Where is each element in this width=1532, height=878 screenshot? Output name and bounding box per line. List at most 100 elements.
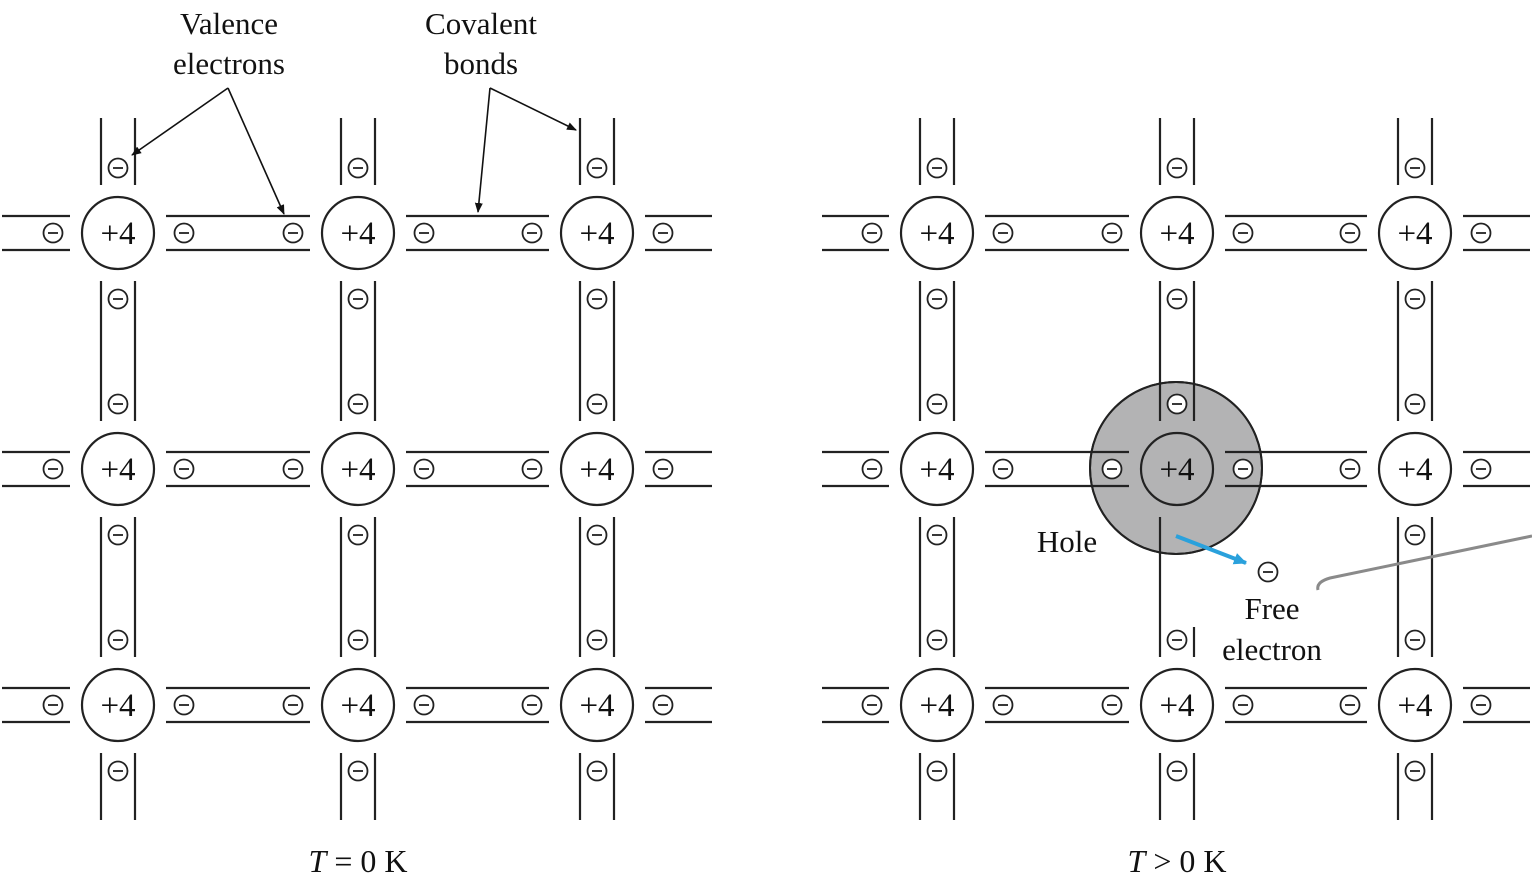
valence-electron bbox=[1166, 629, 1188, 651]
covalent-bond bbox=[2, 214, 70, 252]
silicon-atom: +4 bbox=[1377, 195, 1453, 271]
valence-electron bbox=[107, 157, 129, 179]
silicon-atom: +4 bbox=[559, 195, 635, 271]
valence-electron bbox=[586, 524, 608, 546]
valence-electron bbox=[1404, 393, 1426, 415]
covalent-bond bbox=[985, 450, 1129, 488]
covalent-bond bbox=[645, 686, 712, 724]
valence-electron bbox=[926, 760, 948, 782]
silicon-atom: +4 bbox=[1377, 667, 1453, 743]
valence-electron bbox=[926, 157, 948, 179]
valence-electron bbox=[652, 458, 674, 480]
valence-electron bbox=[347, 393, 369, 415]
valence-electron bbox=[1470, 222, 1492, 244]
covalent-bond bbox=[578, 118, 616, 185]
covalent-bond bbox=[645, 214, 712, 252]
silicon-atom: +4 bbox=[1377, 431, 1453, 507]
covalent-bond bbox=[822, 214, 889, 252]
atom-charge-label: +4 bbox=[100, 216, 135, 252]
valence-electron bbox=[173, 458, 195, 480]
atom-charge-label: +4 bbox=[579, 688, 614, 724]
caption-left: T = 0 K bbox=[309, 843, 408, 878]
atom-charge-label: +4 bbox=[579, 216, 614, 252]
covalent-bond bbox=[1463, 450, 1530, 488]
valence-electron bbox=[992, 694, 1014, 716]
covalent-bond bbox=[339, 118, 377, 185]
covalent-bond bbox=[2, 686, 70, 724]
covalent-bond bbox=[166, 686, 310, 724]
valence-electron bbox=[413, 458, 435, 480]
silicon-atom: +4 bbox=[899, 667, 975, 743]
covalent-bond bbox=[406, 450, 549, 488]
covalent-bond bbox=[1225, 450, 1367, 488]
covalent-bond bbox=[1158, 753, 1196, 820]
valence-electron bbox=[282, 222, 304, 244]
atom-charge-label: +4 bbox=[100, 688, 135, 724]
valence-electron bbox=[1232, 458, 1254, 480]
silicon-atom: +4 bbox=[1139, 195, 1215, 271]
valence-electron bbox=[926, 629, 948, 651]
lattice-above-zero-kelvin: +4 +4 +4 +4 +4 +4 +4 +4 +4 bbox=[822, 118, 1530, 820]
valence-electron bbox=[347, 288, 369, 310]
free-electron bbox=[1257, 561, 1279, 583]
valence-electron bbox=[42, 222, 64, 244]
covalent-bond bbox=[918, 517, 956, 657]
covalent-bond bbox=[166, 450, 310, 488]
valence-electron bbox=[347, 760, 369, 782]
valence-electron bbox=[586, 393, 608, 415]
covalent-bond bbox=[578, 517, 616, 657]
valence-electron bbox=[586, 157, 608, 179]
covalent-bond bbox=[1396, 753, 1434, 820]
valence-electron-arrows bbox=[131, 87, 285, 215]
valence-electron bbox=[586, 288, 608, 310]
covalent-bond bbox=[578, 281, 616, 421]
valence-electron bbox=[992, 458, 1014, 480]
covalent-bond bbox=[1225, 214, 1367, 252]
valence-electron bbox=[1404, 629, 1426, 651]
atom-charge-label: +4 bbox=[579, 452, 614, 488]
covalent-bond bbox=[918, 118, 956, 185]
covalent-bonds-label-line2: bonds bbox=[444, 46, 518, 81]
valence-electrons-label-line1: Valence bbox=[180, 6, 278, 41]
covalent-bond bbox=[1463, 686, 1530, 724]
silicon-atom: +4 bbox=[559, 667, 635, 743]
covalent-bond bbox=[406, 686, 549, 724]
valence-electron bbox=[652, 222, 674, 244]
hole-outline bbox=[1089, 381, 1263, 555]
covalent-bonds-label-line1: Covalent bbox=[425, 6, 537, 41]
atom-charge-label: +4 bbox=[919, 688, 954, 724]
covalent-bond bbox=[822, 686, 889, 724]
valence-electron bbox=[347, 629, 369, 651]
valence-electron bbox=[1101, 222, 1123, 244]
free-electron-arrow bbox=[1175, 534, 1247, 565]
silicon-atom: +4 bbox=[80, 667, 156, 743]
valence-electron bbox=[586, 760, 608, 782]
atom-charge-label: +4 bbox=[919, 216, 954, 252]
valence-electron bbox=[926, 288, 948, 310]
covalent-bond bbox=[985, 214, 1129, 252]
silicon-atom: +4 bbox=[320, 195, 396, 271]
valence-electron bbox=[282, 458, 304, 480]
atom-charge-label: +4 bbox=[1159, 216, 1194, 252]
valence-electron bbox=[1232, 694, 1254, 716]
covalent-bond bbox=[918, 753, 956, 820]
covalent-bond bbox=[166, 214, 310, 252]
valence-electron bbox=[1166, 288, 1188, 310]
silicon-atom: +4 bbox=[1139, 667, 1215, 743]
covalent-bond bbox=[822, 450, 889, 488]
valence-electron bbox=[861, 694, 883, 716]
valence-electron bbox=[1470, 458, 1492, 480]
valence-electron bbox=[1232, 222, 1254, 244]
valence-electron bbox=[1404, 760, 1426, 782]
silicon-atom: +4 bbox=[899, 195, 975, 271]
silicon-atom: +4 bbox=[1139, 431, 1215, 507]
covalent-bond bbox=[339, 281, 377, 421]
atom-charge-label: +4 bbox=[1397, 452, 1432, 488]
valence-electron bbox=[347, 524, 369, 546]
valence-electron bbox=[1404, 288, 1426, 310]
covalent-bond bbox=[645, 450, 712, 488]
valence-electron bbox=[926, 393, 948, 415]
valence-electron bbox=[992, 222, 1014, 244]
covalent-bond bbox=[1158, 281, 1196, 421]
valence-electron bbox=[107, 760, 129, 782]
